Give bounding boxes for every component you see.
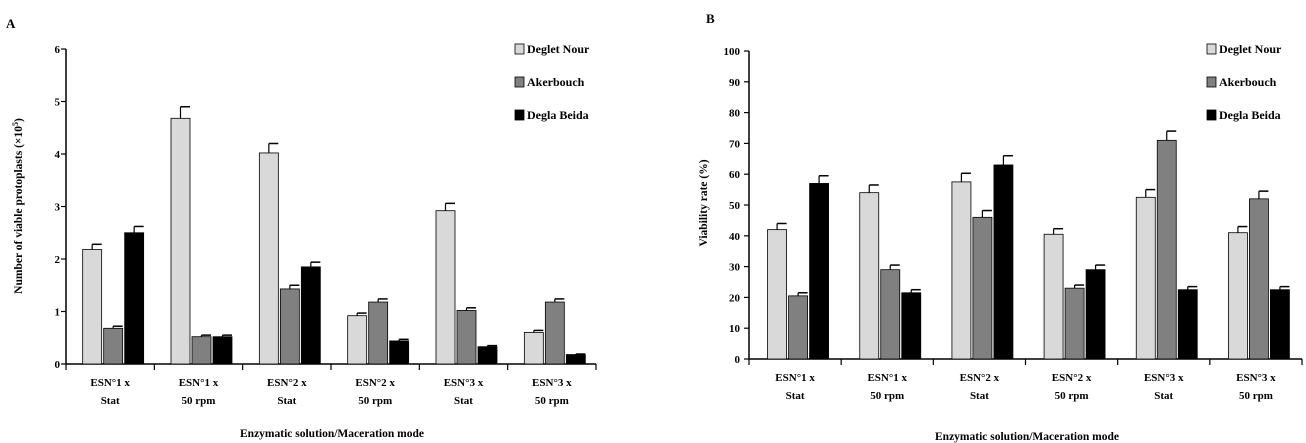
bar	[788, 295, 808, 360]
x-tick-label: ESN°3 x 50 rpm	[1236, 372, 1276, 402]
y-tick-label: 100	[724, 46, 741, 58]
legend-swatch	[1206, 43, 1217, 55]
bar	[477, 346, 498, 365]
bar	[279, 288, 300, 365]
legend-label: Deglet Nour	[527, 42, 590, 56]
y-axis-title: Viability rate (%)	[698, 159, 710, 246]
legend-swatch	[514, 109, 525, 121]
bar	[1043, 233, 1064, 360]
y-tick-label: 80	[729, 108, 741, 120]
bar	[544, 301, 565, 365]
y-tick-label: 30	[729, 262, 741, 274]
bar	[1064, 287, 1085, 360]
x-tick-label: ESN°3 x 50 rpm	[532, 377, 572, 407]
bar	[389, 340, 410, 365]
y-tick-label: 0	[55, 359, 61, 371]
x-tick-label: ESN°2 x 50 rpm	[1052, 372, 1092, 402]
bar	[901, 292, 922, 360]
bar	[972, 216, 993, 360]
bar	[1156, 139, 1177, 360]
bar	[435, 210, 456, 365]
x-tick-label: ESN°1 x 50 rpm	[179, 377, 219, 407]
bar	[124, 232, 145, 365]
bar	[368, 301, 389, 365]
panel-label-b: B	[706, 11, 715, 26]
bar	[191, 336, 212, 365]
legend-label: Degla Beida	[527, 108, 589, 122]
y-tick-label: 60	[729, 169, 741, 181]
bar	[1177, 289, 1198, 360]
legend-label: Deglet Nour	[1219, 42, 1282, 56]
y-tick-label: 20	[729, 292, 741, 304]
bar	[859, 192, 880, 360]
panel-label-a: A	[6, 16, 16, 31]
y-tick-label: 70	[729, 138, 741, 150]
legend-swatch	[1206, 109, 1217, 121]
x-axis-title: Enzymatic solution/Maceration mode	[935, 431, 1119, 443]
y-axis-title: Number of viable protoplasts (×105)	[11, 118, 25, 294]
y-tick-label: 90	[729, 77, 741, 89]
legend-label: Degla Beida	[1219, 108, 1281, 122]
x-tick-label: ESN°2 x Stat	[960, 372, 1000, 402]
x-tick-label: ESN°1 x 50 rpm	[867, 372, 907, 402]
y-tick-label: 50	[729, 200, 741, 212]
bar	[1249, 198, 1269, 360]
bar	[951, 181, 972, 360]
legend-swatch	[514, 76, 525, 88]
bar	[809, 183, 829, 360]
bar	[1228, 232, 1248, 360]
legend-label: Akerbouch	[1219, 75, 1277, 89]
bar	[880, 269, 901, 360]
chart-panel-a: A Number of viable protoplasts (×105) En…	[6, 16, 597, 440]
y-tick-label: 3	[55, 202, 61, 214]
y-tick-label: 10	[729, 323, 741, 335]
bar	[82, 249, 103, 365]
bar	[1085, 269, 1106, 360]
bar	[767, 229, 787, 360]
bar	[565, 354, 586, 365]
x-tick-label: ESN°3 x Stat	[1144, 372, 1184, 402]
y-tick-label: 0	[735, 354, 741, 366]
y-tick-label: 2	[55, 254, 61, 266]
legend-swatch	[1206, 76, 1217, 88]
x-tick-label: ESN°3 x Stat	[444, 377, 484, 407]
y-tick-label: 1	[55, 307, 61, 319]
bar	[1135, 196, 1156, 360]
bar	[170, 117, 191, 365]
bar	[103, 327, 124, 365]
chart-panel-b: B Viability rate (%) Enzymatic solution/…	[698, 11, 1303, 443]
y-tick-label: 6	[55, 44, 61, 56]
bar	[300, 266, 321, 365]
legend-swatch	[514, 43, 525, 55]
bar	[212, 336, 233, 365]
bar	[347, 315, 368, 365]
y-tick-label: 40	[729, 231, 741, 243]
y-tick-label: 4	[55, 149, 61, 161]
x-tick-label: ESN°2 x Stat	[267, 377, 307, 407]
legend-label: Akerbouch	[527, 75, 585, 89]
bar	[523, 332, 544, 365]
y-tick-label: 5	[55, 97, 61, 109]
x-tick-label: ESN°2 x 50 rpm	[355, 377, 395, 407]
bar	[993, 164, 1014, 360]
bar	[456, 310, 477, 365]
x-tick-label: ESN°1 x Stat	[775, 372, 815, 402]
bar	[258, 152, 279, 365]
bar	[1270, 289, 1290, 360]
x-axis-title: Enzymatic solution/Maceration mode	[240, 428, 424, 440]
x-tick-label: ESN°1 x Stat	[90, 377, 130, 407]
